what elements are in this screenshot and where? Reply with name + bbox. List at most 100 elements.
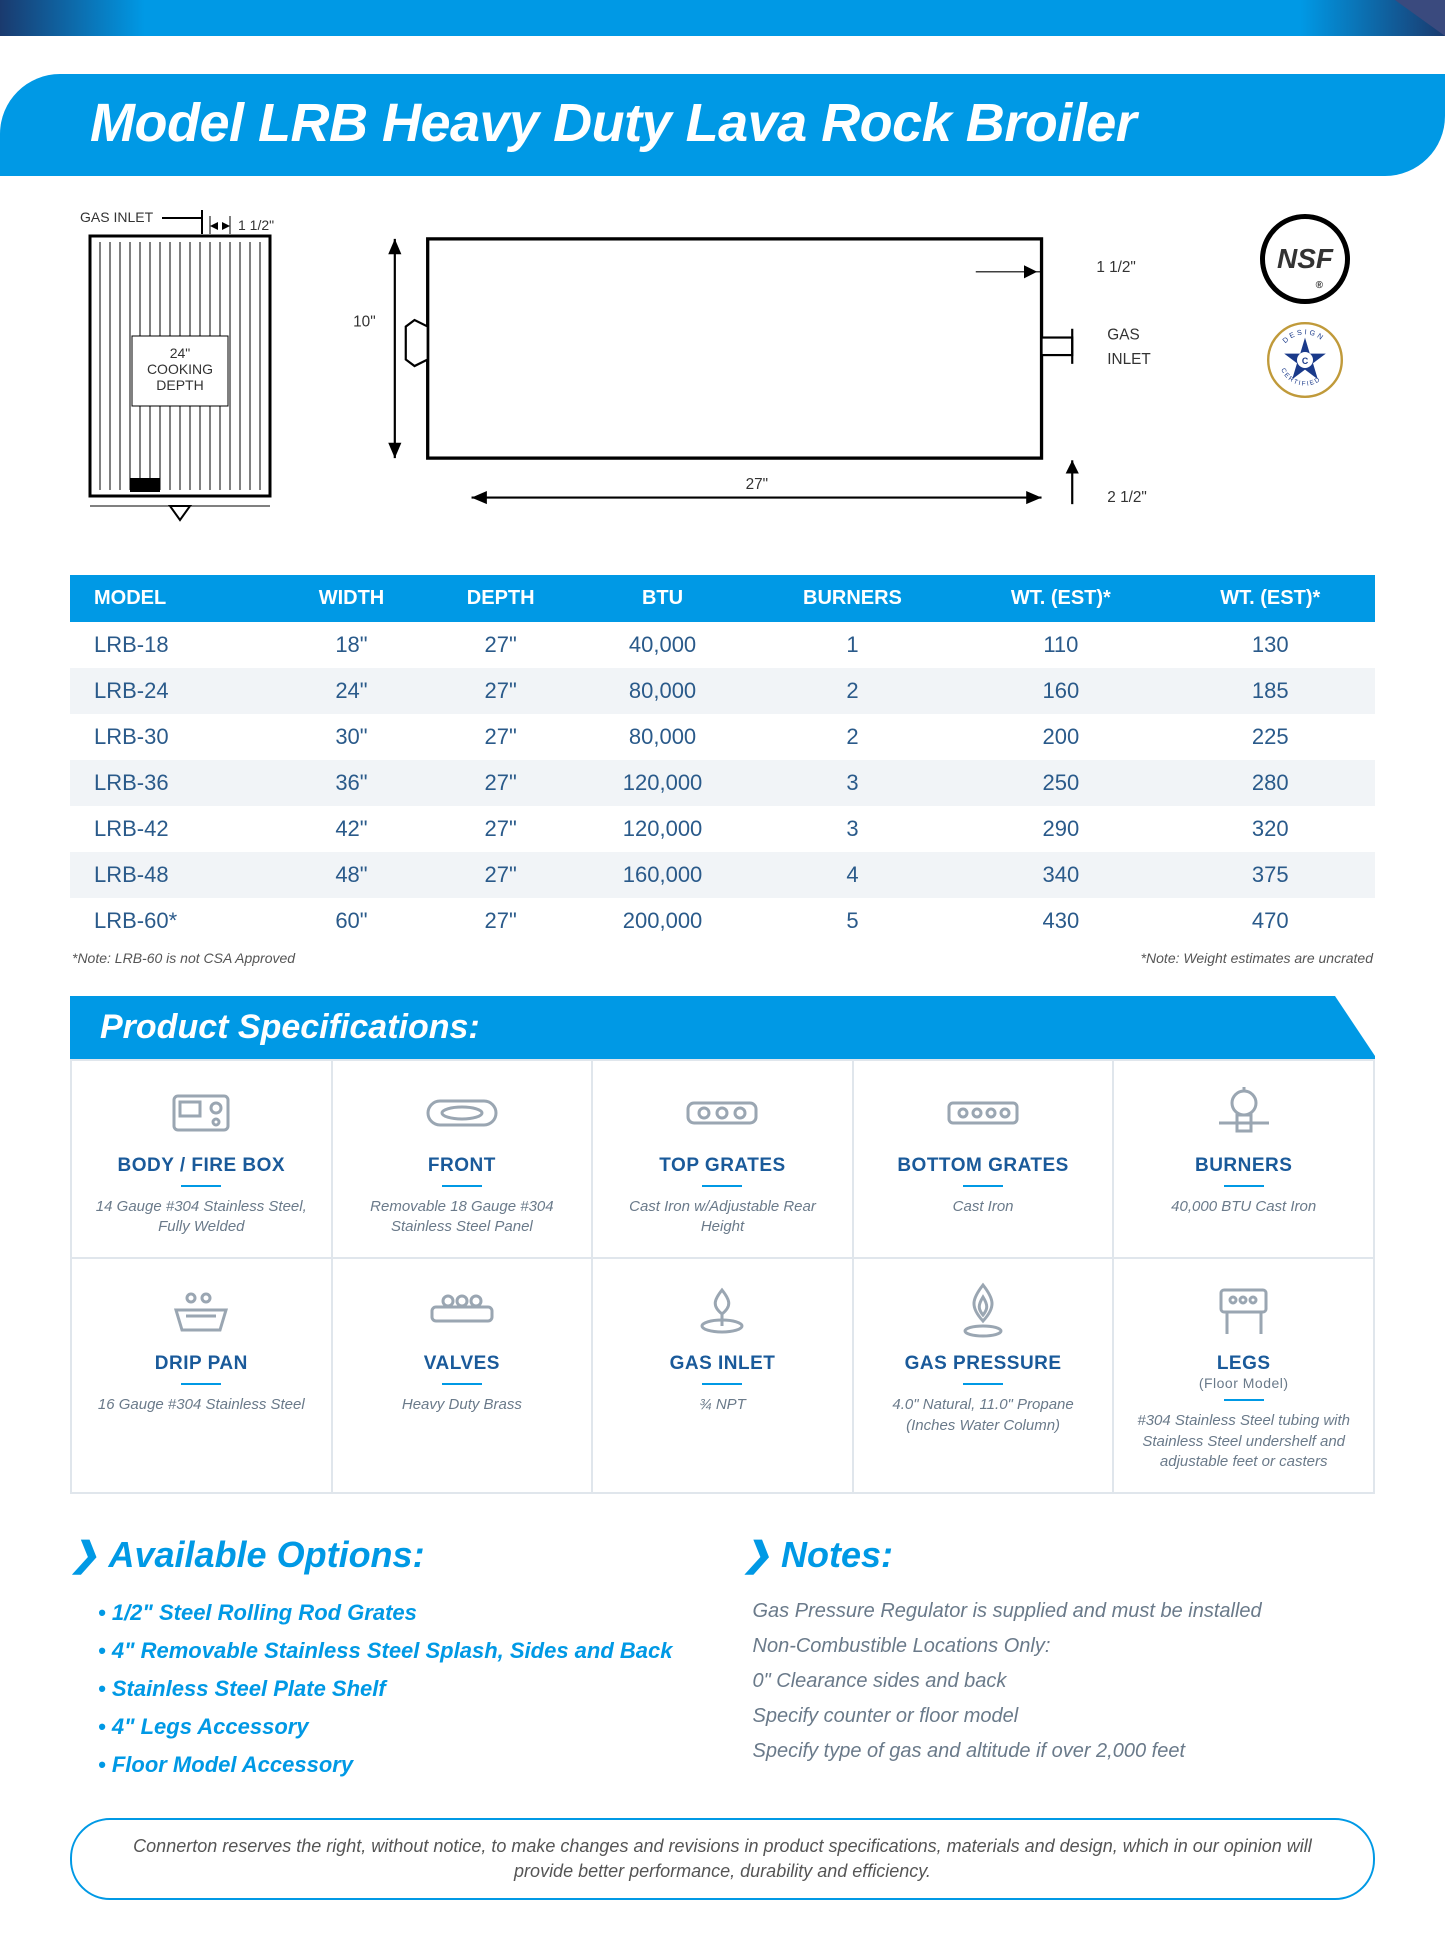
table-notes: *Note: LRB-60 is not CSA Approved *Note:… [72,950,1373,966]
svg-text:GAS: GAS [1107,327,1139,344]
spec-table-body: LRB-1818"27"40,0001110130LRB-2424"27"80,… [70,622,1375,944]
page-title: Model LRB Heavy Duty Lava Rock Broiler [90,93,1136,153]
spec-table-header: MODEL WIDTH DEPTH BTU BURNERS WT. (EST)*… [70,575,1375,622]
list-item: 1/2" Steel Rolling Rod Grates [98,1594,703,1632]
spec-cell-valves: VALVES Heavy Duty Brass [332,1258,593,1493]
spec-desc: Heavy Duty Brass [347,1395,578,1415]
svg-text:C: C [1302,356,1309,366]
table-row: LRB-2424"27"80,0002160185 [70,668,1375,714]
note-item: Gas Pressure Regulator is supplied and m… [753,1594,1376,1629]
table-row: LRB-1818"27"40,0001110130 [70,622,1375,668]
col-btu: BTU [576,575,748,622]
col-burners: BURNERS [749,575,956,622]
note-item: Specify counter or floor model [753,1699,1376,1734]
col-wt1: WT. (EST)* [956,575,1165,622]
note-item: Non-Combustible Locations Only: [753,1629,1376,1664]
spec-cell-legs: LEGS(Floor Model) #304 Stainless Steel tu… [1113,1258,1374,1493]
spec-title: BURNERS [1128,1155,1359,1177]
spec-title: VALVES [347,1353,578,1375]
spec-desc: #304 Stainless Steel tubing with Stainle… [1128,1411,1359,1472]
spec-title: LEGS(Floor Model) [1128,1353,1359,1391]
svg-text:24": 24" [170,345,191,361]
svg-text:DEPTH: DEPTH [156,377,203,393]
table-row: LRB-4848"27"160,0004340375 [70,852,1375,898]
notes-list: Gas Pressure Regulator is supplied and m… [743,1594,1376,1769]
spec-cell-bottomgrates: BOTTOM GRATES Cast Iron [853,1060,1114,1259]
spec-desc: 14 Gauge #304 Stainless Steel, Fully Wel… [86,1197,317,1238]
spec-desc: 4.0" Natural, 11.0" Propane (Inches Wate… [868,1395,1099,1436]
diagram-side-view: 10" 1 1/2" GAS INLET 27" [340,206,1195,540]
spec-cell-firebox: BODY / FIRE BOX 14 Gauge #304 Stainless S… [71,1060,332,1259]
spec-cell-front: FRONT Removable 18 Gauge #304 Stainless S… [332,1060,593,1259]
list-item: Floor Model Accessory [98,1746,703,1784]
page-title-band: Model LRB Heavy Duty Lava Rock Broiler [0,74,1445,176]
spec-cell-burners: BURNERS 40,000 BTU Cast Iron [1113,1060,1374,1259]
gas-inlet-label: GAS INLET [80,209,154,225]
list-item: Stainless Steel Plate Shelf [98,1670,703,1708]
options-heading: Available Options: [109,1534,425,1576]
legs-icon [1128,1279,1359,1343]
available-options: ❯Available Options: 1/2" Steel Rolling R… [70,1534,703,1784]
diagram-top-view: GAS INLET 1 1/2" [70,206,300,531]
chevron-icon: ❯ [70,1535,99,1575]
spec-desc: Cast Iron w/Adjustable Rear Height [607,1197,838,1238]
spec-title: DRIP PAN [86,1353,317,1375]
height-label: 10" [353,314,376,331]
topgrates-icon [607,1081,838,1145]
note-item: 0" Clearance sides and back [753,1664,1376,1699]
notes-heading: Notes: [781,1534,893,1576]
inlet-top-offset: 1 1/2" [1096,259,1136,276]
firebox-icon [86,1081,317,1145]
chevron-icon: ❯ [743,1535,772,1575]
bottomgrates-icon [868,1081,1099,1145]
front-icon [347,1081,578,1145]
spec-desc: 40,000 BTU Cast Iron [1128,1197,1359,1217]
disclaimer: Connerton reserves the right, without no… [70,1818,1375,1900]
burners-icon [1128,1081,1359,1145]
options-list: 1/2" Steel Rolling Rod Grates4" Removabl… [70,1594,703,1784]
col-wt2: WT. (EST)* [1166,575,1375,622]
spec-title: GAS PRESSURE [868,1353,1099,1375]
product-specs-heading: Product Specifications: [70,996,1375,1059]
spec-cell-gasinlet: GAS INLET ¾ NPT [592,1258,853,1493]
note-item: Specify type of gas and altitude if over… [753,1734,1376,1769]
spec-title: BODY / FIRE BOX [86,1155,317,1177]
spec-cell-drippan: DRIP PAN 16 Gauge #304 Stainless Steel [71,1258,332,1493]
spec-title: GAS INLET [607,1353,838,1375]
gaspressure-icon [868,1279,1099,1343]
spec-title: FRONT [347,1155,578,1177]
notes-section: ❯Notes: Gas Pressure Regulator is suppli… [743,1534,1376,1784]
csa-design-certified-logo: DESIGN CERTIFIED C [1265,320,1345,400]
width-label: 27" [746,476,769,493]
top-stripe [0,0,1445,36]
col-depth: DEPTH [425,575,576,622]
spec-cell-gaspressure: GAS PRESSURE 4.0" Natural, 11.0" Propane … [853,1258,1114,1493]
table-row: LRB-3636"27"120,0003250280 [70,760,1375,806]
valves-icon [347,1279,578,1343]
nsf-logo: NSF® [1260,214,1350,304]
spec-title: TOP GRATES [607,1155,838,1177]
gasinlet-icon [607,1279,838,1343]
drippan-icon [86,1279,317,1343]
spec-title: BOTTOM GRATES [868,1155,1099,1177]
list-item: 4" Legs Accessory [98,1708,703,1746]
inlet-offset-label: 1 1/2" [238,217,274,233]
table-row: LRB-60*60"27"200,0005430470 [70,898,1375,944]
svg-text:INLET: INLET [1107,351,1151,368]
title-accent [663,64,783,70]
note-left: *Note: LRB-60 is not CSA Approved [72,950,295,966]
spec-desc: Removable 18 Gauge #304 Stainless Steel … [347,1197,578,1238]
inlet-right-offset: 2 1/2" [1107,489,1147,506]
table-row: LRB-3030"27"80,0002200225 [70,714,1375,760]
spec-desc: Cast Iron [868,1197,1099,1217]
spec-desc: ¾ NPT [607,1395,838,1415]
col-model: MODEL [70,575,278,622]
col-width: WIDTH [278,575,425,622]
list-item: 4" Removable Stainless Steel Splash, Sid… [98,1632,703,1670]
spec-cell-topgrates: TOP GRATES Cast Iron w/Adjustable Rear He… [592,1060,853,1259]
diagram-row: GAS INLET 1 1/2" [70,206,1375,540]
table-row: LRB-4242"27"120,0003290320 [70,806,1375,852]
svg-text:COOKING: COOKING [147,361,213,377]
note-right: *Note: Weight estimates are uncrated [1141,950,1373,966]
spec-desc: 16 Gauge #304 Stainless Steel [86,1395,317,1415]
